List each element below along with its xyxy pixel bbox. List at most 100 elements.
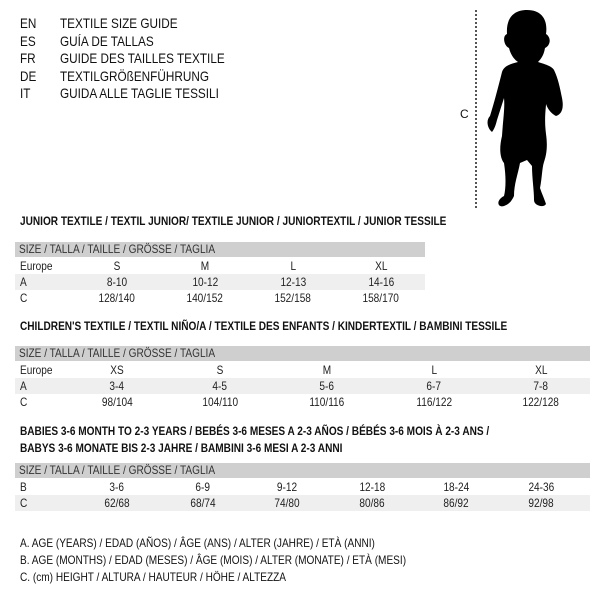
table-cell: 152/158 — [253, 291, 333, 305]
guide-title: TEXTILGRÖßENFÜHRUNG — [60, 68, 237, 84]
child-silhouette-icon — [487, 10, 563, 207]
table-cell: 4-5 — [180, 379, 260, 393]
table-title-text: CHILDREN'S TEXTILE / TEXTIL NIÑO/A / TEX… — [20, 319, 508, 333]
table-cell: 18-24 — [416, 480, 496, 494]
language-code-text: FR — [20, 50, 36, 66]
language-code: EN — [20, 15, 39, 31]
table-cell: 10-12 — [165, 275, 245, 289]
row-label: A — [20, 379, 28, 393]
guide-title: GUÍA DE TALLAS — [60, 33, 172, 49]
cell-value: 7-8 — [533, 379, 549, 393]
cell-value: XL — [374, 259, 388, 273]
table-cell: L — [253, 259, 333, 273]
cell-value: 12-18 — [359, 480, 385, 494]
row-band — [15, 274, 425, 290]
row-label-text: C — [20, 291, 28, 305]
row-label-text: Europe — [20, 363, 53, 377]
guide-title: GUIDE DES TAILLES TEXTILE — [60, 50, 256, 66]
table-cell: 86/92 — [416, 496, 496, 510]
table-cell: 3-6 — [77, 480, 157, 494]
size-header-text: SIZE / TALLA / TAILLE / GRÖSSE / TAGLIA — [19, 463, 216, 477]
table-row: C 62/68 68/74 74/80 80/86 86/92 92/98 — [15, 495, 590, 511]
table-cell: 24-36 — [501, 480, 581, 494]
table-cell: 6-9 — [163, 480, 243, 494]
row-label-text: C — [20, 496, 28, 510]
table-cell: 68/74 — [163, 496, 243, 510]
cell-value: 68/74 — [190, 496, 216, 510]
cell-value: L — [290, 259, 296, 273]
cell-value: M — [200, 259, 210, 273]
table-cell: M — [287, 363, 367, 377]
cell-value: 6-7 — [426, 379, 442, 393]
table-cell: S — [180, 363, 260, 377]
row-band — [15, 495, 590, 511]
row-label: B — [20, 480, 28, 494]
size-header: SIZE / TALLA / TAILLE / GRÖSSE / TAGLIA — [19, 242, 252, 256]
row-label: Europe — [20, 363, 59, 377]
language-code: ES — [20, 33, 39, 49]
cell-value: L — [431, 363, 437, 377]
table-cell: 110/116 — [287, 395, 367, 409]
cell-value: 140/152 — [186, 291, 224, 305]
cell-value: 8-10 — [106, 275, 128, 289]
language-code-text: EN — [20, 15, 37, 31]
guide-title-text: TEXTILGRÖßENFÜHRUNG — [60, 67, 209, 84]
table-row: Europe S M L XL — [15, 258, 425, 274]
cell-value: 128/140 — [98, 291, 136, 305]
table-row: C 98/104 104/110 110/116 116/122 122/128 — [15, 394, 590, 410]
legend-text: C. (cm) HEIGHT / ALTURA / HAUTEUR / HÖHE… — [20, 570, 287, 584]
language-code-text: ES — [20, 32, 36, 49]
table-title: BABIES 3-6 MONTH TO 2-3 YEARS / BEBÉS 3-… — [20, 424, 579, 439]
row-label-text: B — [20, 480, 27, 494]
table-row: Europe XS S M L XL — [15, 362, 590, 378]
cell-value: M — [322, 363, 332, 377]
row-label-text: C — [20, 395, 28, 409]
table-cell: 98/104 — [77, 395, 157, 409]
table-cell: 122/128 — [501, 395, 581, 409]
size-header: SIZE / TALLA / TAILLE / GRÖSSE / TAGLIA — [19, 463, 252, 477]
language-code: FR — [20, 50, 39, 66]
table-cell: 140/152 — [165, 291, 245, 305]
cell-value: 110/116 — [309, 395, 345, 409]
size-header-text: SIZE / TALLA / TAILLE / GRÖSSE / TAGLIA — [19, 346, 216, 360]
guide-title: GUIDA ALLE TAGLIE TESSILI — [60, 85, 249, 101]
cell-value: 80/86 — [359, 496, 385, 510]
cell-value: 122/128 — [522, 395, 560, 409]
table-cell: L — [394, 363, 474, 377]
cell-value: 74/80 — [274, 496, 300, 510]
guide-title-text: GUIDA ALLE TAGLIE TESSILI — [60, 85, 219, 101]
guide-title-text: TEXTILE SIZE GUIDE — [60, 15, 178, 31]
guide-title: TEXTILE SIZE GUIDE — [60, 15, 200, 31]
table-cell: 74/80 — [247, 496, 327, 510]
cell-value: 3-6 — [109, 480, 125, 494]
table-cell: 3-4 — [77, 379, 157, 393]
table-header-bar: SIZE / TALLA / TAILLE / GRÖSSE / TAGLIA — [15, 242, 425, 257]
table-cell: 8-10 — [77, 275, 157, 289]
cell-value: 152/158 — [274, 291, 312, 305]
table-title-text: BABYS 3-6 MONATE BIS 2-3 JAHRE / BAMBINI… — [20, 441, 343, 455]
table-row: A 3-4 4-5 5-6 6-7 7-8 — [15, 378, 590, 394]
cell-value: 3-4 — [109, 379, 125, 393]
row-label: C — [20, 291, 29, 305]
table-cell: 12-18 — [332, 480, 412, 494]
legend-item: A. AGE (YEARS) / EDAD (AÑOS) / ÂGE (ANS)… — [20, 536, 443, 551]
table-cell: 14-16 — [341, 275, 421, 289]
table-header-bar: SIZE / TALLA / TAILLE / GRÖSSE / TAGLIA — [15, 346, 590, 361]
cell-value: 158/170 — [362, 291, 400, 305]
table-cell: 5-6 — [287, 379, 367, 393]
table-row: A 8-10 10-12 12-13 14-16 — [15, 274, 425, 290]
cell-value: 92/98 — [528, 496, 554, 510]
height-measure-line — [475, 10, 477, 208]
table-cell: XL — [341, 259, 421, 273]
language-code: DE — [20, 68, 39, 84]
table-cell: 116/122 — [394, 395, 474, 409]
table-cell: S — [77, 259, 157, 273]
table-cell: XS — [77, 363, 157, 377]
row-label: C — [20, 395, 29, 409]
table-cell: 62/68 — [77, 496, 157, 510]
cell-value: 116/122 — [416, 395, 452, 409]
measure-label: C — [460, 107, 469, 121]
row-label-text: Europe — [20, 259, 53, 273]
table-title-text: BABIES 3-6 MONTH TO 2-3 YEARS / BEBÉS 3-… — [20, 424, 490, 438]
language-code-text: IT — [20, 85, 31, 101]
